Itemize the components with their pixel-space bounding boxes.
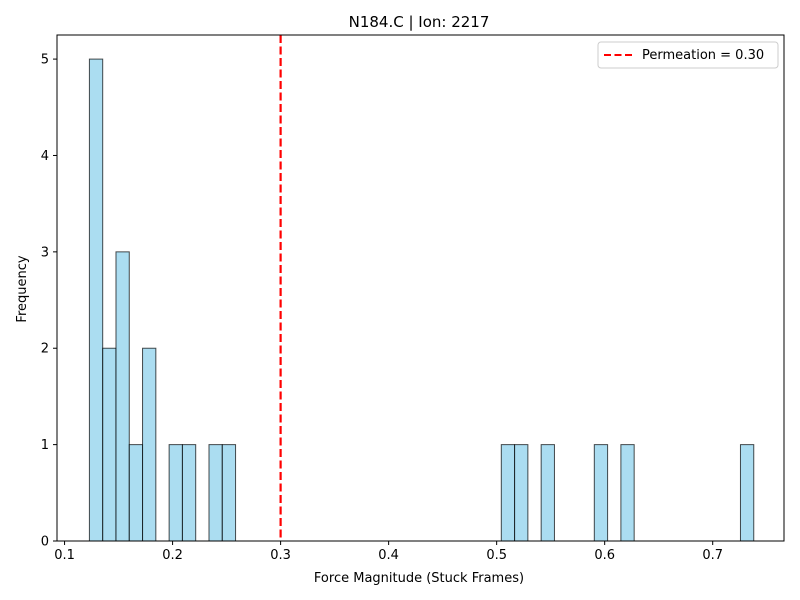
y-tick-label: 0 [41, 535, 49, 550]
histogram-bar [142, 347, 157, 542]
x-tick-label: 0.3 [270, 548, 291, 563]
legend-label: Permeation = 0.30 [642, 48, 764, 63]
legend: Permeation = 0.30 [597, 41, 779, 69]
x-tick-label: 0.6 [594, 548, 615, 563]
bars-layer [88, 58, 755, 542]
histogram-bar [593, 444, 609, 542]
x-tick-label: 0.5 [486, 548, 507, 563]
y-tick-label: 5 [41, 53, 49, 68]
histogram-bar [540, 444, 555, 542]
y-tick-label: 4 [41, 149, 49, 164]
y-tick-label: 2 [41, 342, 49, 357]
axes-layer [56, 34, 785, 542]
x-axis-label: Force Magnitude (Stuck Frames) [314, 571, 524, 586]
histogram-bar [208, 444, 223, 542]
plot-frame [56, 34, 785, 542]
histogram-bar [620, 444, 635, 542]
histogram-bar [168, 444, 183, 542]
histogram-bar [115, 251, 130, 542]
histogram-bar [128, 444, 144, 542]
histogram-bar [88, 58, 104, 542]
ticks-layer: 0.1 0.2 0.3 0.4 0.5 0.6 0.7 0 1 2 3 4 5 [41, 53, 723, 563]
chart-title: N184.C | Ion: 2217 [349, 13, 490, 31]
x-tick-label: 0.2 [162, 548, 183, 563]
histogram-bar [102, 347, 117, 542]
x-tick-label: 0.1 [54, 548, 75, 563]
histogram-bar [739, 444, 755, 542]
histogram-bar [500, 444, 516, 542]
y-tick-label: 3 [41, 245, 49, 260]
x-tick-label: 0.4 [378, 548, 399, 563]
x-tick-label: 0.7 [702, 548, 723, 563]
y-tick-label: 1 [41, 438, 49, 453]
y-axis-label: Frequency [15, 255, 30, 322]
histogram-bar [221, 444, 237, 542]
histogram-bar [514, 444, 529, 542]
histogram-bar [181, 444, 197, 542]
legend-box [597, 41, 779, 69]
